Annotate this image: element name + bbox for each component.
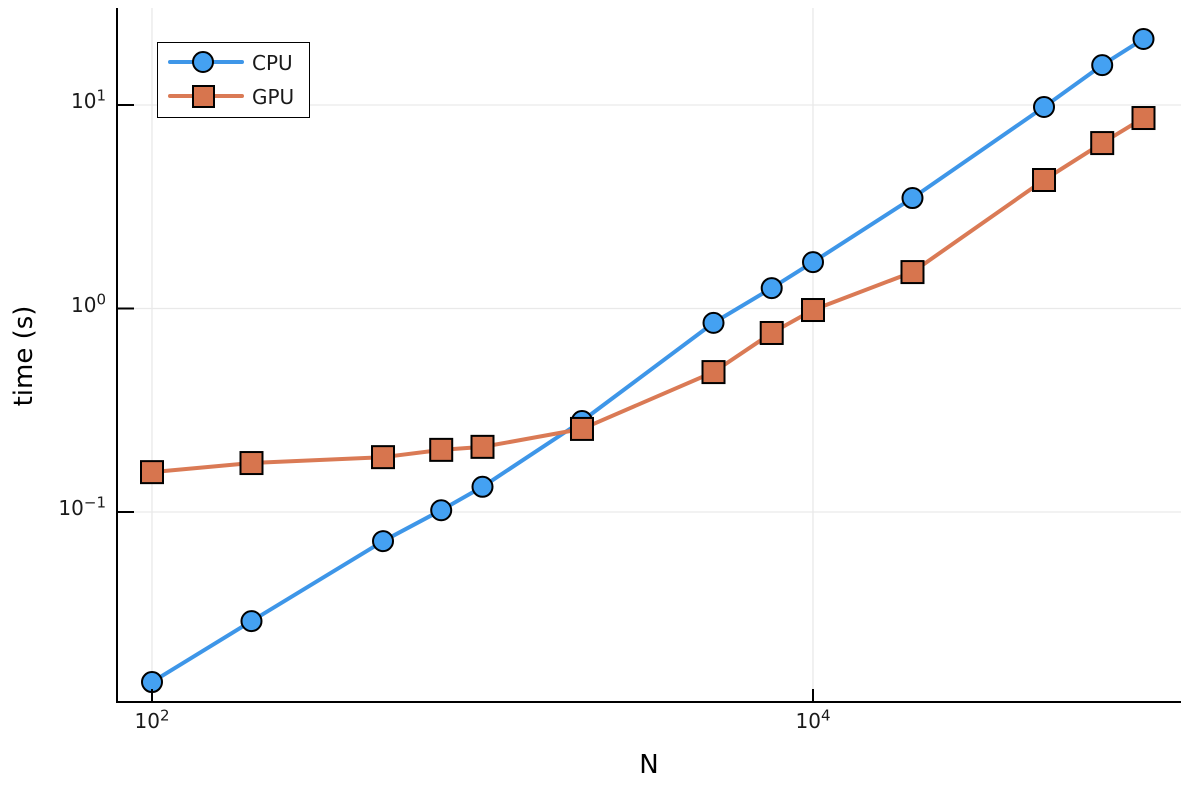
data-point-circle: [372, 530, 395, 553]
data-point-circle: [802, 251, 824, 274]
data-point-circle: [1091, 54, 1114, 77]
data-point-square: [1090, 131, 1115, 156]
data-point-square: [429, 437, 454, 462]
legend-entry-gpu: GPU: [158, 81, 309, 111]
data-point-circle: [1033, 95, 1056, 118]
axis-layer: [116, 8, 1181, 703]
data-point-square: [1131, 106, 1156, 131]
y-axis-label: time (s): [9, 305, 39, 407]
x-tick-label: 102: [134, 706, 170, 733]
series-markers-gpu: [140, 106, 1156, 485]
data-point-circle: [471, 475, 494, 498]
data-point-square: [900, 260, 925, 285]
data-point-circle: [901, 187, 924, 210]
y-tick-label: 100: [71, 289, 106, 317]
x-tick-label: 104: [795, 706, 831, 733]
series-markers-cpu: [141, 28, 1155, 694]
data-point-square: [701, 360, 726, 385]
series-layer: [140, 28, 1156, 694]
series-line-cpu: [150, 37, 1146, 685]
data-point-square: [470, 434, 495, 459]
y-tick-label: 10−1: [58, 493, 106, 520]
series-line-gpu: [150, 116, 1146, 475]
legend-square-marker-icon: [192, 85, 215, 108]
data-point-circle: [760, 277, 783, 300]
y-tick-label: 101: [71, 86, 106, 113]
data-point-square: [759, 320, 784, 345]
legend-label: GPU: [252, 85, 295, 109]
legend-circle-marker-icon: [192, 51, 214, 73]
data-point-square: [140, 460, 164, 485]
legend-label: CPU: [252, 51, 293, 75]
data-point-square: [371, 445, 396, 470]
x-axis-label: N: [639, 750, 659, 780]
legend: CPU GPU: [157, 42, 310, 118]
data-point-circle: [240, 610, 263, 633]
data-point-circle: [1132, 28, 1155, 51]
legend-entry-cpu: CPU: [158, 47, 309, 77]
data-point-square: [569, 416, 594, 441]
data-point-square: [1032, 168, 1057, 193]
data-point-square: [801, 298, 825, 323]
data-point-circle: [702, 311, 725, 334]
data-point-square: [239, 451, 264, 476]
data-point-circle: [430, 499, 453, 522]
